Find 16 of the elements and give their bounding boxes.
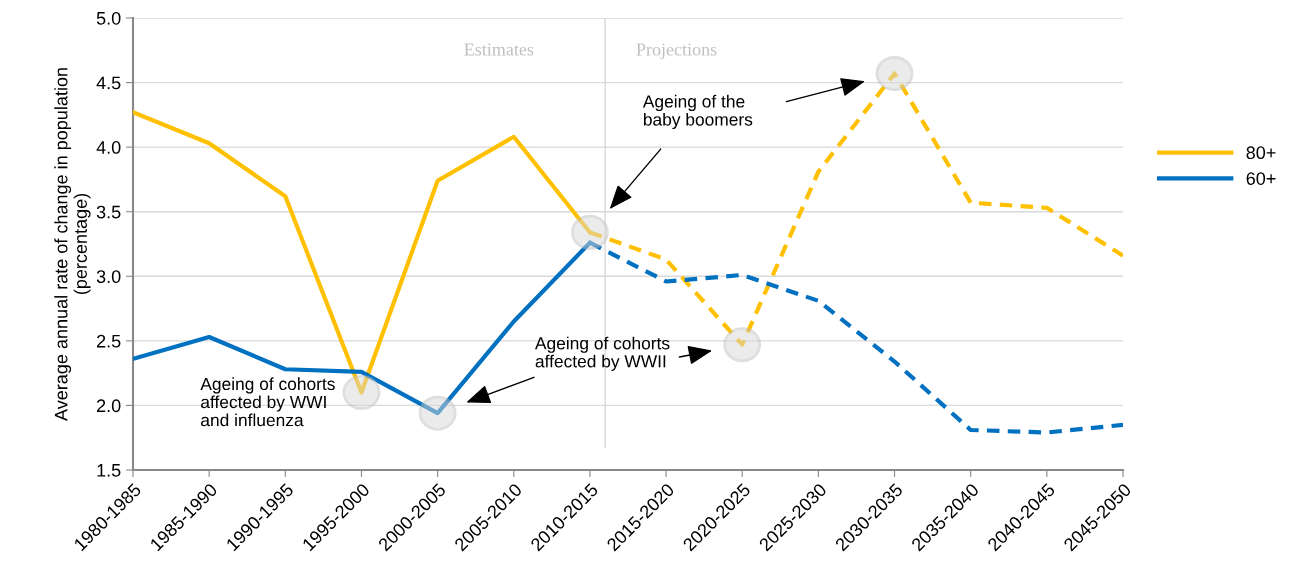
annotation: Ageing of cohorts affected by WWII xyxy=(534,336,670,371)
legend-label: 60+ xyxy=(1246,172,1276,185)
annotation: Ageing of cohorts affected by WWI and influenza xyxy=(200,377,335,427)
y-axis-title: Average annual rate of change in population (percentage) xyxy=(54,68,91,421)
y-tick-label: 2.5 xyxy=(97,334,121,348)
y-tick-label: 5.0 xyxy=(96,11,121,25)
annotation: Estimates xyxy=(464,43,534,56)
annotation: Projections xyxy=(636,43,717,60)
y-tick-label: 2.0 xyxy=(97,399,121,413)
y-tick-label: 4.0 xyxy=(96,141,121,154)
annotation: Ageing of the baby boomers xyxy=(642,94,753,130)
y-tick-label: 1.5 xyxy=(97,464,121,477)
y-tick-label: 3.0 xyxy=(96,270,121,284)
y-tick-label: 3.5 xyxy=(96,205,121,219)
legend-label: 80+ xyxy=(1246,146,1276,160)
y-tick-label: 4.5 xyxy=(96,76,121,90)
